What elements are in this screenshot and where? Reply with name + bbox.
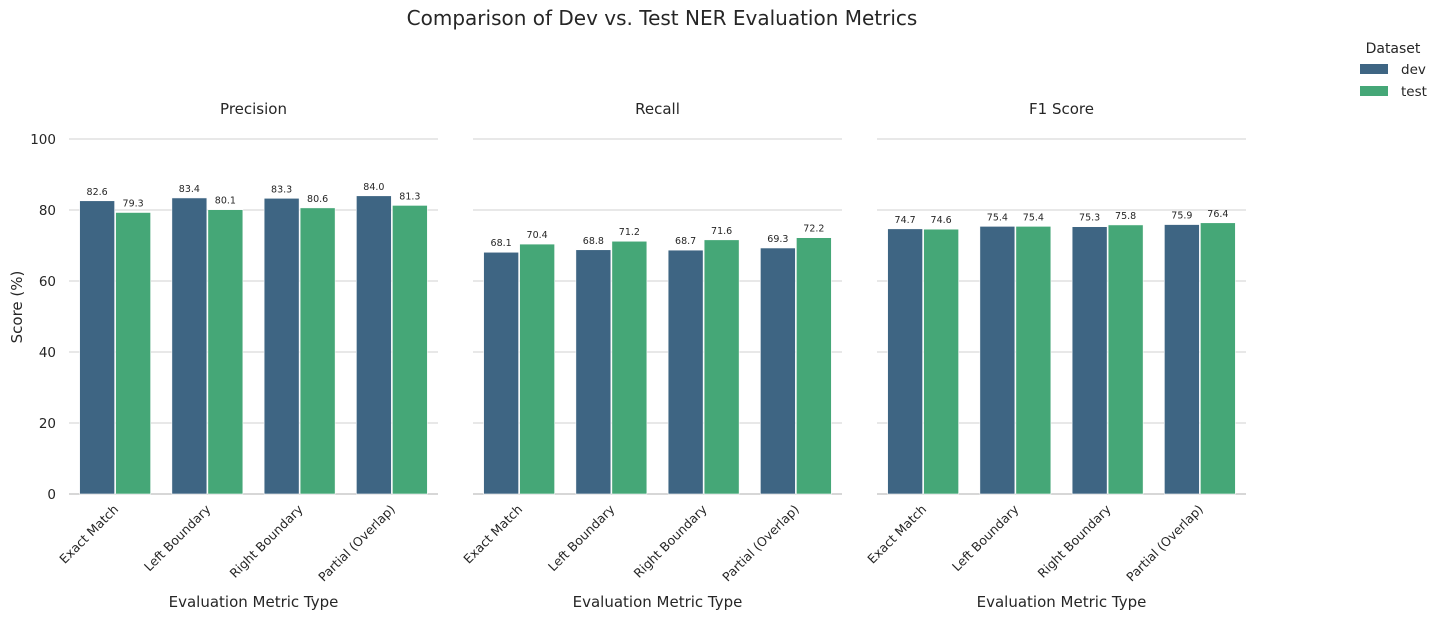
y-tick-label: 80 [39, 203, 56, 219]
bar-value-label: 83.4 [179, 184, 200, 195]
bar-dev [356, 195, 392, 495]
legend-swatch-test [1360, 86, 1388, 96]
y-tick-label: 60 [39, 274, 56, 290]
y-tick-label: 20 [39, 416, 56, 432]
bar-value-label: 83.3 [271, 184, 292, 195]
panel-f1-score: F1 Score 74.7 74.6 Exact Match 75.4 75.4 Left … [864, 100, 1246, 611]
x-tick-label: Left Boundary [545, 501, 618, 574]
x-tick-label: Partial (Overlap) [719, 502, 802, 585]
x-axis-title: Evaluation Metric Type [573, 593, 743, 611]
bar-test [115, 212, 151, 495]
x-tick-label: Right Boundary [226, 501, 306, 581]
panel-title: Recall [635, 100, 680, 118]
x-tick-label: Left Boundary [949, 501, 1022, 574]
chart-title: Comparison of Dev vs. Test NER Evaluatio… [407, 6, 918, 30]
bar-value-label: 75.3 [1079, 213, 1100, 224]
x-tick-label: Left Boundary [141, 501, 214, 574]
bar-test [207, 209, 244, 495]
y-axis-title: Score (%) [8, 271, 26, 344]
y-tick-label: 40 [39, 345, 56, 361]
legend-label: test [1401, 84, 1427, 100]
x-tick-label: Partial (Overlap) [1123, 502, 1206, 585]
bar-test [923, 228, 959, 495]
bar-test [519, 243, 555, 495]
bar-value-label: 71.6 [711, 226, 732, 237]
x-tick-label: Exact Match [864, 502, 929, 567]
x-tick-label: Right Boundary [1034, 501, 1114, 581]
x-tick-label: Right Boundary [630, 501, 710, 581]
bar-dev [1164, 224, 1200, 495]
bar-dev [667, 249, 704, 495]
bar-value-label: 80.6 [307, 194, 328, 205]
bar-dev [887, 228, 923, 495]
legend-title: Dataset [1366, 41, 1421, 57]
bar-value-label: 82.6 [87, 187, 108, 198]
bar-dev [171, 197, 208, 495]
bar-dev [263, 197, 300, 495]
chart-panels: 0 20 40 60 80 100 Precision 82.6 79.3 Exact Match… [30, 100, 1246, 611]
bar-value-label: 75.4 [1023, 212, 1044, 223]
bar-value-label: 70.4 [527, 230, 548, 241]
bar-test [1015, 226, 1052, 495]
bar-dev [1071, 226, 1108, 495]
bar-value-label: 68.8 [583, 236, 604, 247]
x-tick-label: Exact Match [460, 502, 525, 567]
bar-dev [575, 249, 612, 495]
bar-dev [79, 200, 115, 495]
panel-recall: Recall 68.1 70.4 Exact Match 68.8 71.2 Left Bo… [460, 100, 842, 611]
bar-value-label: 76.4 [1207, 209, 1228, 220]
x-tick-label: Exact Match [56, 502, 121, 567]
bar-test [703, 239, 740, 495]
bar-value-label: 68.7 [675, 236, 696, 247]
bar-dev [483, 251, 519, 495]
panel-precision: 0 20 40 60 80 100 Precision 82.6 79.3 Exact Match… [30, 100, 438, 611]
bar-test [299, 207, 336, 495]
x-axis-title: Evaluation Metric Type [169, 593, 339, 611]
bar-test [611, 240, 648, 495]
legend: Dataset dev test [1360, 41, 1427, 100]
bar-value-label: 71.2 [619, 227, 640, 238]
bar-test [392, 205, 428, 495]
bar-value-label: 80.1 [215, 196, 236, 207]
y-tick-label: 0 [47, 487, 56, 503]
bar-value-label: 75.8 [1115, 211, 1136, 222]
legend-swatch-dev [1360, 64, 1388, 74]
bar-value-label: 69.3 [767, 234, 788, 245]
y-tick-label: 100 [30, 132, 56, 148]
panel-title: Precision [220, 100, 287, 118]
bar-value-label: 79.3 [123, 198, 144, 209]
bar-test [1200, 222, 1236, 495]
bar-value-label: 68.1 [491, 238, 512, 249]
panel-title: F1 Score [1029, 100, 1094, 118]
bar-value-label: 84.0 [363, 182, 384, 193]
bar-value-label: 81.3 [399, 191, 420, 202]
bar-value-label: 72.2 [803, 224, 824, 235]
bar-test [1107, 224, 1144, 495]
bar-value-label: 75.4 [987, 212, 1008, 223]
x-tick-label: Partial (Overlap) [315, 502, 398, 585]
bar-value-label: 75.9 [1171, 211, 1192, 222]
bar-dev [979, 226, 1016, 495]
bar-value-label: 74.6 [931, 215, 952, 226]
bar-value-label: 74.7 [895, 215, 916, 226]
bar-test [796, 237, 832, 495]
bar-dev [760, 247, 796, 495]
legend-label: dev [1401, 62, 1426, 78]
x-axis-title: Evaluation Metric Type [977, 593, 1147, 611]
